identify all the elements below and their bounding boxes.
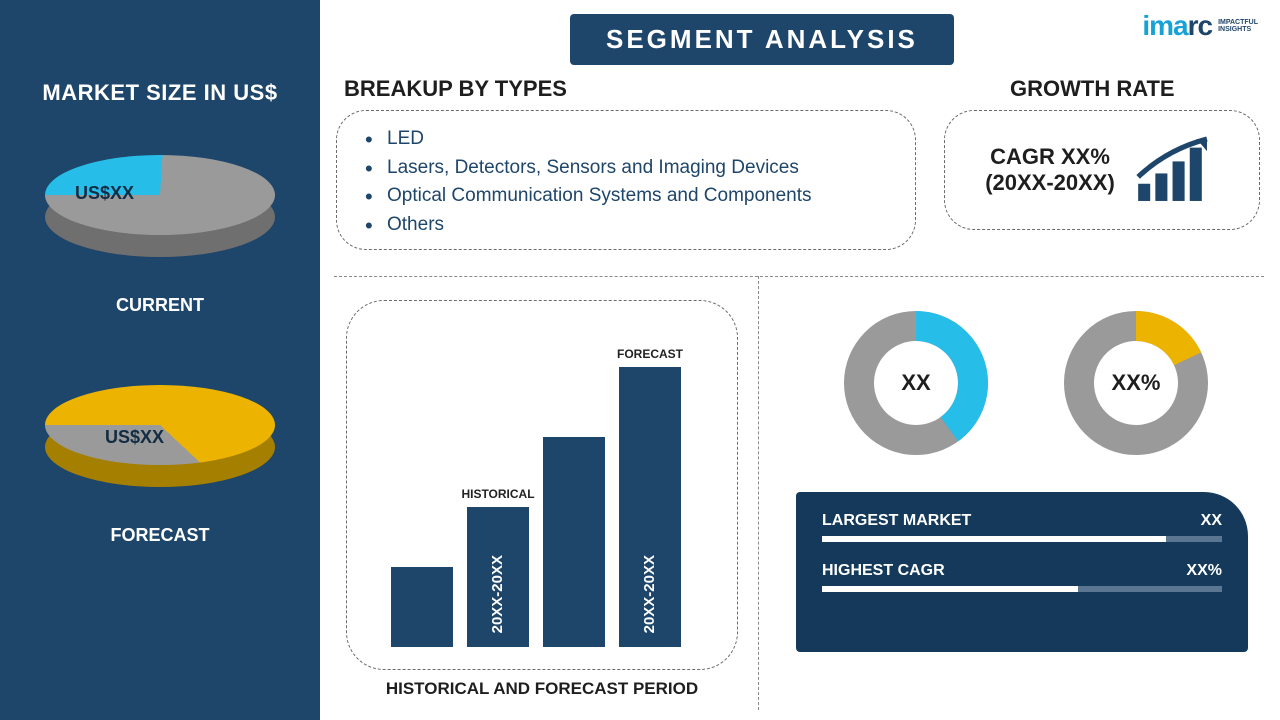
breakup-title: BREAKUP BY TYPES — [344, 76, 567, 102]
growth-text: CAGR XX%(20XX-20XX) — [985, 144, 1115, 197]
pie-forecast-label: US$XX — [105, 427, 164, 448]
list-item: Optical Communication Systems and Compon… — [365, 182, 887, 211]
list-item: LED — [365, 125, 887, 154]
bar — [543, 437, 605, 647]
growth-title: GROWTH RATE — [1010, 76, 1175, 102]
pie-forecast-caption: FORECAST — [45, 525, 275, 546]
bar-top-label: FORECAST — [617, 347, 683, 361]
pie-current-label: US$XX — [75, 183, 134, 204]
bar-top-label: HISTORICAL — [461, 487, 534, 501]
donut-center-label: XX% — [1061, 308, 1211, 458]
bar — [391, 567, 453, 647]
list-item: Lasers, Detectors, Sensors and Imaging D… — [365, 154, 887, 183]
pie-current: US$XX CURRENT — [45, 141, 275, 371]
metric-box: LARGEST MARKET XX HIGHEST CAGR XX% — [796, 492, 1248, 652]
barchart-box: HISTORICAL 20XX-20XX FORECAST 20XX-20XX HIS… — [346, 300, 738, 670]
bar-rot-label: 20XX-20XX — [641, 555, 658, 633]
breakup-list: LED Lasers, Detectors, Sensors and Imagi… — [365, 125, 887, 239]
left-panel-title: MARKET SIZE IN US$ — [42, 80, 277, 106]
brand-logo: imarc IMPACTFULINSIGHTS — [1142, 10, 1258, 42]
pie-forecast-top: US$XX — [45, 385, 275, 465]
logo-tagline: IMPACTFULINSIGHTS — [1218, 19, 1258, 34]
metric-label: LARGEST MARKET — [822, 512, 971, 530]
metric-bar-fill — [822, 586, 1078, 592]
metric-label: HIGHEST CAGR — [822, 562, 945, 580]
divider-horizontal — [334, 276, 1264, 277]
logo-text: imarc — [1142, 10, 1212, 42]
barchart-bars: HISTORICAL 20XX-20XX FORECAST 20XX-20XX — [391, 347, 695, 647]
metric-value: XX — [1201, 512, 1222, 530]
bar-rot-label: 20XX-20XX — [489, 555, 506, 633]
donut-center-label: XX — [841, 308, 991, 458]
right-area: SEGMENT ANALYSIS imarc IMPACTFULINSIGHTS… — [320, 0, 1280, 720]
barchart-caption: HISTORICAL AND FORECAST PERIOD — [347, 679, 737, 699]
metric-bar-fill — [822, 536, 1166, 542]
page-title: SEGMENT ANALYSIS — [570, 14, 954, 65]
donuts-row: XX XX% — [796, 308, 1256, 458]
metric-row-largest-market: LARGEST MARKET XX — [822, 512, 1222, 542]
pie-current-top: US$XX — [45, 155, 275, 235]
metric-row-highest-cagr: HIGHEST CAGR XX% — [822, 562, 1222, 592]
pie-current-caption: CURRENT — [45, 295, 275, 316]
metric-value: XX% — [1186, 562, 1222, 580]
metric-bar-track — [822, 586, 1222, 592]
left-panel: MARKET SIZE IN US$ US$XX CURRENT US$XX F… — [0, 0, 320, 720]
pie-forecast: US$XX FORECAST — [45, 371, 275, 601]
donut-highest-cagr: XX% — [1061, 308, 1211, 458]
donut-largest-market: XX — [841, 308, 991, 458]
growth-icon — [1133, 135, 1219, 205]
list-item: Others — [365, 211, 887, 240]
breakup-box: LED Lasers, Detectors, Sensors and Imagi… — [336, 110, 916, 250]
divider-vertical — [758, 276, 759, 710]
metric-bar-track — [822, 536, 1222, 542]
growth-box: CAGR XX%(20XX-20XX) — [944, 110, 1260, 230]
